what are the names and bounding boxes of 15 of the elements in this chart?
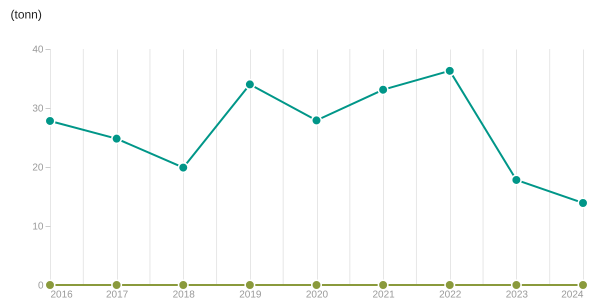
y-tick-label: 40 [32, 44, 44, 56]
y-axis-title: (tonn) [10, 8, 42, 22]
y-tick-label: 0 [38, 280, 44, 292]
x-tick-label: 2022 [439, 290, 462, 300]
x-tick-label: 2017 [106, 290, 129, 300]
x-tick-label: 2019 [239, 290, 262, 300]
y-tick-label: 30 [32, 104, 44, 114]
x-tick-label: 2016 [50, 290, 74, 300]
x-tick-label: 2023 [506, 290, 528, 300]
y-tick-label: 10 [32, 222, 44, 232]
x-tick-label: 2020 [306, 290, 329, 300]
x-tick-label: 2018 [172, 290, 196, 300]
x-tick-label: 2021 [372, 290, 396, 300]
y-tick-label: 20 [32, 162, 44, 174]
x-tick-label: 2024 [561, 290, 584, 300]
